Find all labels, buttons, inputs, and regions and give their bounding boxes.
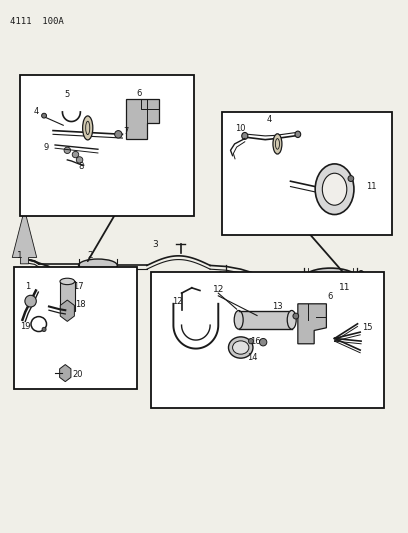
Text: 9: 9 bbox=[43, 143, 48, 152]
Ellipse shape bbox=[248, 338, 253, 344]
Ellipse shape bbox=[64, 147, 71, 154]
Polygon shape bbox=[298, 304, 326, 344]
Text: 11: 11 bbox=[339, 284, 350, 292]
Text: 3: 3 bbox=[152, 240, 158, 248]
Bar bbox=[14, 266, 137, 389]
Text: 6: 6 bbox=[327, 293, 333, 301]
Text: 12: 12 bbox=[213, 286, 224, 294]
Ellipse shape bbox=[76, 157, 83, 163]
Text: 2: 2 bbox=[88, 252, 93, 260]
Text: 6: 6 bbox=[136, 89, 142, 98]
Ellipse shape bbox=[315, 164, 354, 214]
Text: 15: 15 bbox=[362, 324, 373, 332]
Text: 10: 10 bbox=[235, 125, 245, 133]
Ellipse shape bbox=[25, 295, 36, 307]
Text: 4: 4 bbox=[34, 108, 39, 116]
Bar bbox=[239, 311, 292, 329]
Text: 17: 17 bbox=[73, 282, 84, 291]
Bar bbox=[60, 281, 75, 311]
Ellipse shape bbox=[348, 176, 354, 181]
Bar bbox=[151, 272, 384, 408]
Ellipse shape bbox=[357, 271, 365, 286]
Text: 5: 5 bbox=[65, 91, 70, 99]
Text: 11: 11 bbox=[366, 182, 377, 191]
Ellipse shape bbox=[233, 341, 249, 354]
Text: 20: 20 bbox=[72, 370, 83, 378]
Ellipse shape bbox=[72, 151, 79, 158]
Text: 4: 4 bbox=[267, 116, 272, 124]
Text: 8: 8 bbox=[78, 162, 84, 171]
Ellipse shape bbox=[242, 133, 248, 140]
Ellipse shape bbox=[234, 310, 243, 329]
Polygon shape bbox=[126, 99, 159, 139]
FancyArrow shape bbox=[12, 209, 37, 264]
Text: 1: 1 bbox=[25, 282, 30, 291]
Ellipse shape bbox=[304, 268, 357, 288]
Ellipse shape bbox=[228, 337, 253, 358]
Ellipse shape bbox=[259, 338, 267, 346]
Ellipse shape bbox=[115, 131, 122, 138]
Bar bbox=[20, 75, 194, 216]
Text: 7: 7 bbox=[123, 127, 129, 135]
Text: 16: 16 bbox=[251, 337, 261, 345]
Text: 13: 13 bbox=[272, 302, 283, 311]
Ellipse shape bbox=[78, 259, 118, 272]
Text: 14: 14 bbox=[247, 353, 257, 361]
Text: 12: 12 bbox=[172, 297, 183, 305]
Ellipse shape bbox=[287, 310, 296, 329]
Text: 18: 18 bbox=[75, 301, 85, 309]
Ellipse shape bbox=[273, 134, 282, 154]
Text: 19: 19 bbox=[20, 322, 31, 330]
Ellipse shape bbox=[42, 114, 47, 118]
Ellipse shape bbox=[295, 131, 301, 138]
Text: 1: 1 bbox=[17, 252, 22, 260]
Ellipse shape bbox=[322, 173, 347, 205]
Text: 4111  100A: 4111 100A bbox=[10, 17, 64, 26]
Bar bbox=[222, 112, 392, 235]
Ellipse shape bbox=[42, 327, 46, 332]
Ellipse shape bbox=[293, 313, 299, 319]
Ellipse shape bbox=[82, 116, 93, 140]
Ellipse shape bbox=[60, 278, 75, 285]
